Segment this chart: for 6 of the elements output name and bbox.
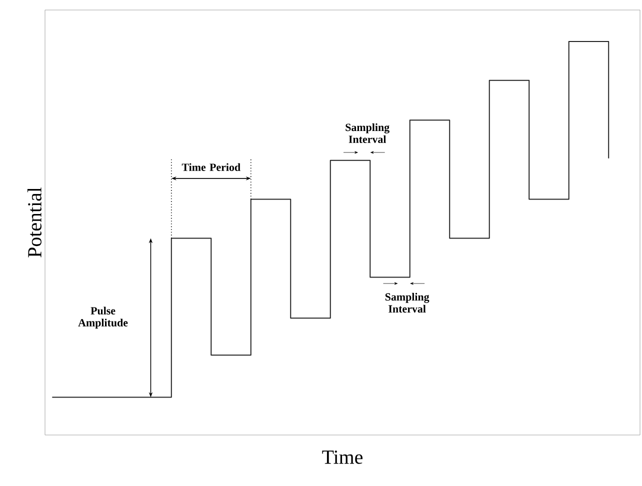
annotation: Sampling Interval bbox=[385, 292, 430, 313]
annotation: Sampling Interval bbox=[346, 123, 390, 144]
annotation: Pulse Amplitude bbox=[78, 306, 128, 329]
x-axis-title: Time bbox=[322, 450, 363, 464]
annotation: Time Period bbox=[182, 163, 240, 171]
y-axis-title: Potential bbox=[27, 187, 42, 258]
